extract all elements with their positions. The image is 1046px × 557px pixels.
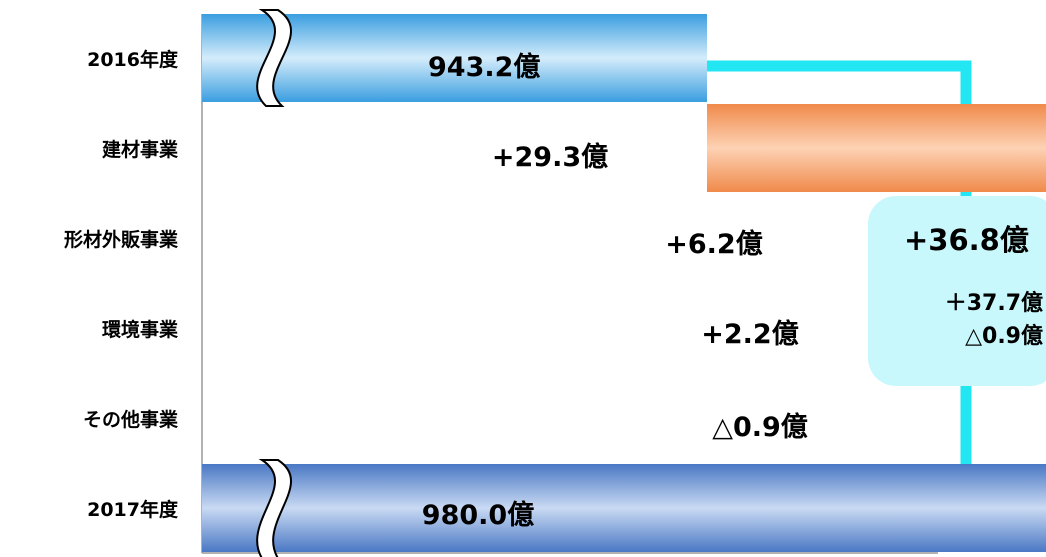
category-label-2: 形材外販事業 (64, 228, 179, 251)
category-label-0: 2016年度 (87, 48, 179, 71)
category-label-5: 2017年度 (87, 498, 179, 521)
summary-breakdown-2: △0.9億 (965, 323, 1043, 349)
value-label-5: 980.0億 (422, 500, 534, 531)
axis-break-mark-1 (256, 459, 292, 557)
value-label-4: △0.9億 (712, 412, 808, 443)
category-label-3: 環境事業 (102, 318, 179, 341)
value-label-3: +2.2億 (701, 319, 798, 350)
value-label-2: +6.2億 (665, 229, 762, 260)
summary-breakdown-1: ＋37.7億 (945, 290, 1043, 316)
value-label-0: 943.2億 (428, 52, 540, 83)
summary-callout (868, 196, 1046, 386)
axis-break-mark-0 (256, 9, 292, 107)
value-label-1: +29.3億 (492, 142, 608, 173)
bar-5 (202, 464, 1046, 552)
summary-total-label: +36.8億 (904, 223, 1029, 257)
category-label-4: その他事業 (83, 408, 179, 431)
category-label-1: 建材事業 (102, 138, 179, 161)
bar-1 (707, 104, 1046, 192)
